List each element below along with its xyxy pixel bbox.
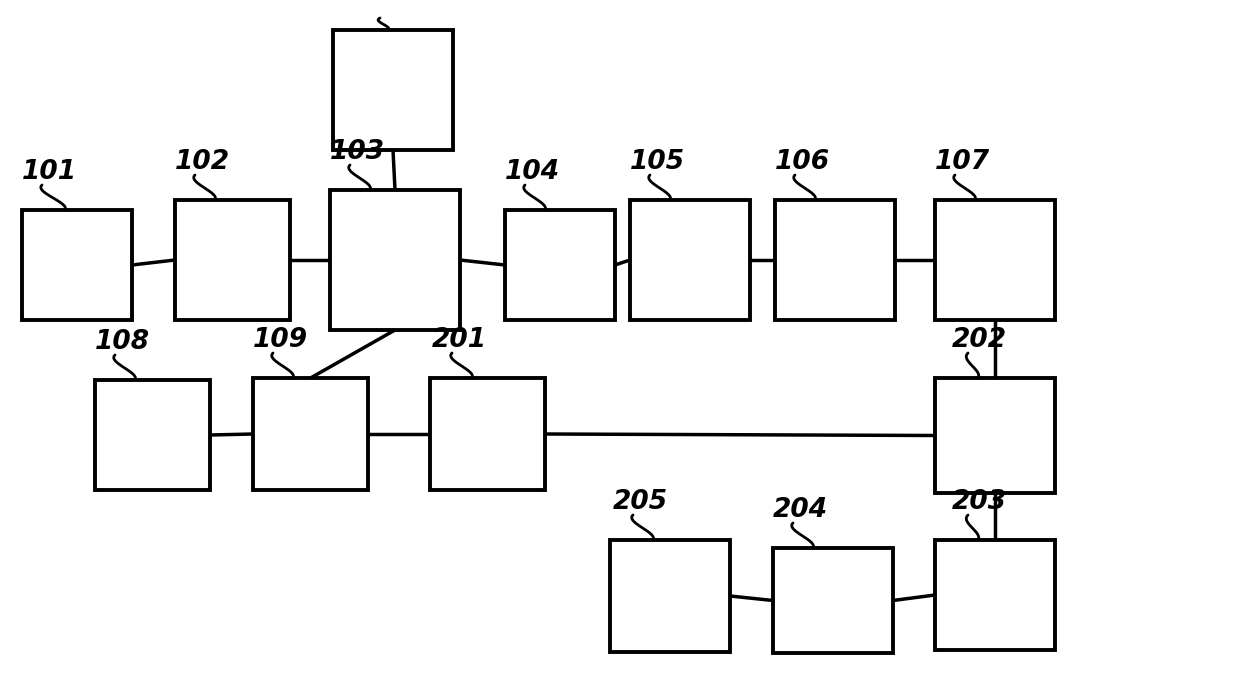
Text: 101: 101 <box>22 159 77 185</box>
Bar <box>175 200 290 320</box>
Text: 105: 105 <box>630 149 686 175</box>
Bar <box>935 200 1055 320</box>
Bar <box>935 378 1055 493</box>
Bar <box>430 378 546 490</box>
Text: 108: 108 <box>95 329 150 355</box>
Text: 109: 109 <box>253 327 308 353</box>
Bar <box>334 30 453 150</box>
Text: 206: 206 <box>370 0 425 5</box>
Text: 203: 203 <box>952 489 1007 515</box>
Text: 106: 106 <box>775 149 830 175</box>
Text: 201: 201 <box>432 327 487 353</box>
Text: 202: 202 <box>952 327 1007 353</box>
Text: 103: 103 <box>330 139 386 165</box>
Text: 102: 102 <box>175 149 231 175</box>
Text: 204: 204 <box>773 497 828 523</box>
Text: 107: 107 <box>935 149 990 175</box>
Bar <box>22 210 131 320</box>
Bar <box>253 378 368 490</box>
Bar <box>630 200 750 320</box>
Bar <box>95 380 210 490</box>
Bar <box>935 540 1055 650</box>
Text: 205: 205 <box>613 489 668 515</box>
Bar <box>610 540 730 652</box>
Bar <box>330 190 460 330</box>
Bar <box>505 210 615 320</box>
Text: 104: 104 <box>505 159 560 185</box>
Bar <box>775 200 895 320</box>
Bar <box>773 548 893 653</box>
